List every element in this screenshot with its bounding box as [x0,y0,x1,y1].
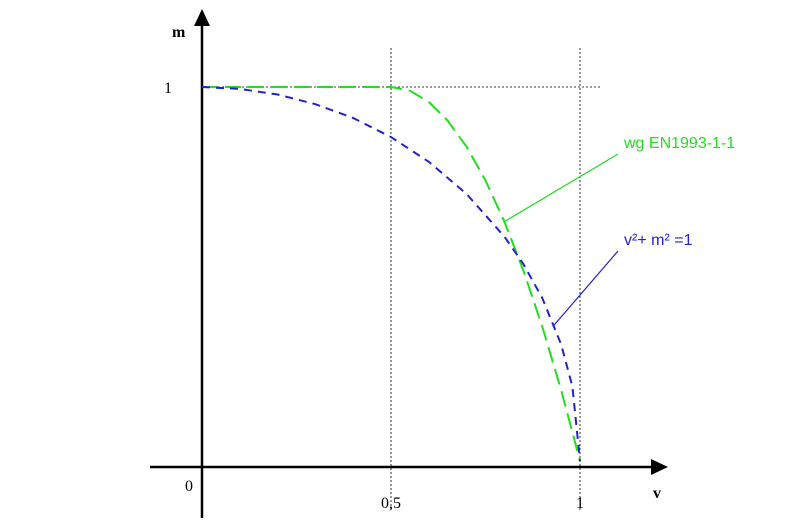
reference-lines [202,48,600,510]
x-tick-label: 1 [576,495,584,512]
annotation-leader-1 [553,250,619,327]
tick-labels: 0,5 1 1 [164,80,584,512]
y-tick-label: 1 [164,80,172,97]
x-axis-arrow-icon [651,459,668,475]
series-lines [201,86,581,462]
annotation-leader-0 [504,153,619,223]
axes [150,9,668,518]
series-line-0 [202,86,581,462]
x-axis-label: v [653,485,661,502]
series-line-1 [201,86,581,462]
annotation-label-1: v²+ m² =1 [624,232,693,249]
annotations: wg EN1993-1-1 v²+ m² =1 [504,135,735,327]
annotation-label-0: wg EN1993-1-1 [623,135,735,152]
y-axis-label: m [172,24,186,41]
y-axis-arrow-icon [194,9,210,26]
origin-label: 0 [185,478,193,495]
x-tick-label: 0,5 [381,495,401,512]
